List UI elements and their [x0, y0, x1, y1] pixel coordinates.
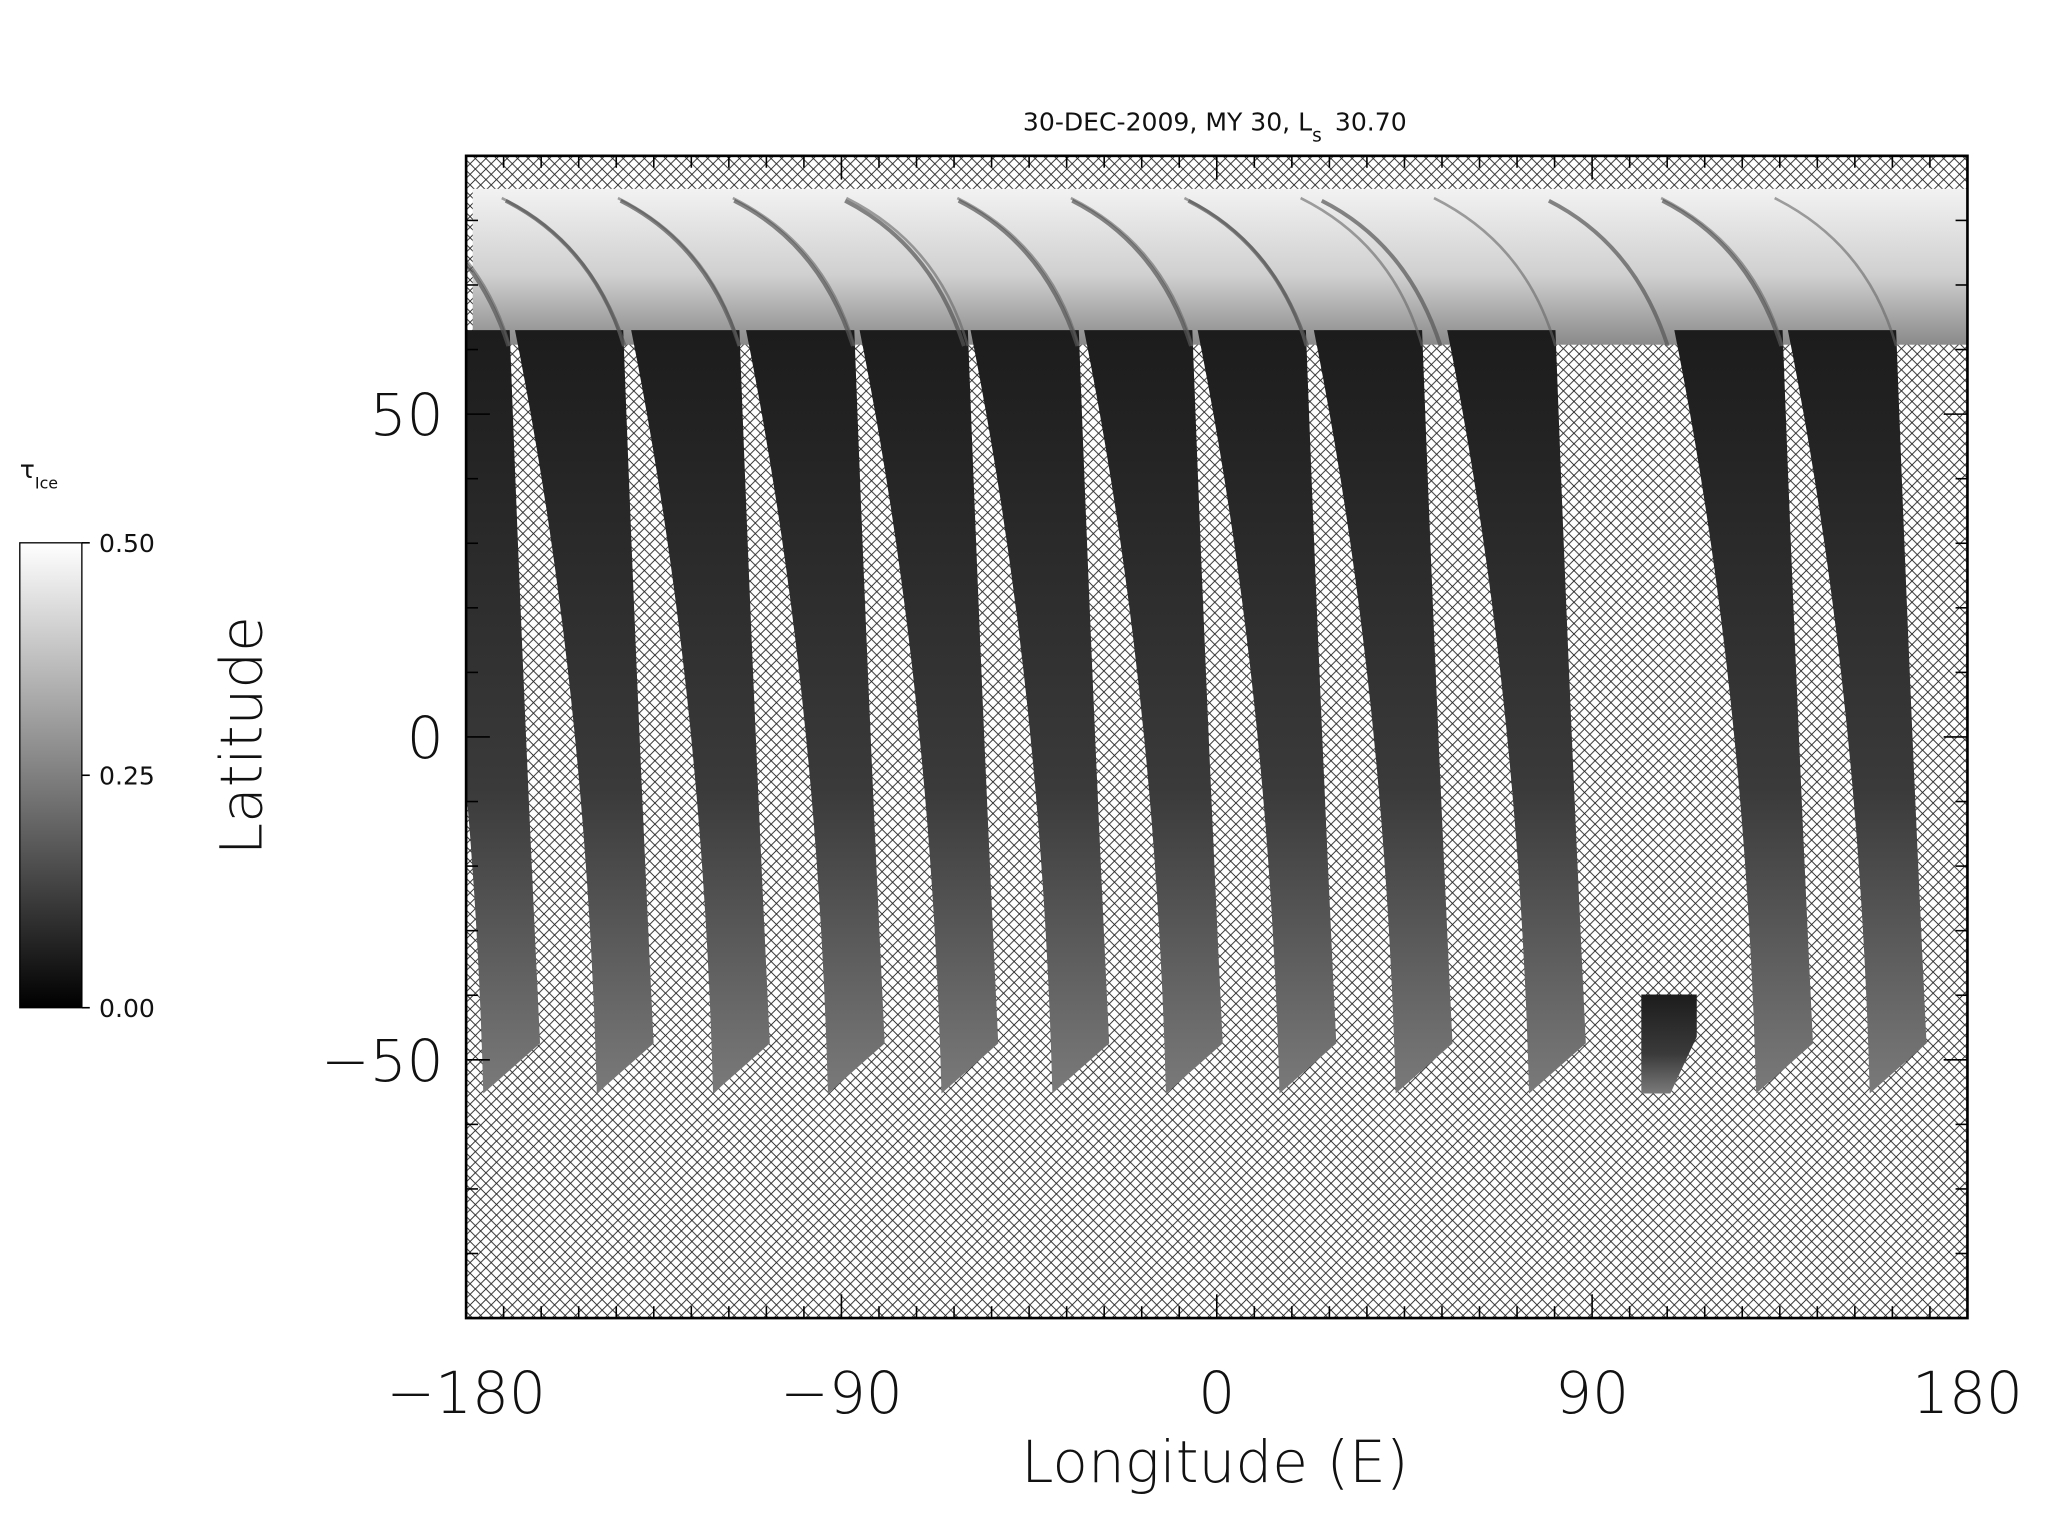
swath-arc	[276, 201, 395, 346]
swath-arc	[1547, 198, 1670, 347]
swath-arc	[733, 198, 855, 347]
swath	[859, 330, 999, 1094]
swath-patch	[1641, 994, 1697, 1094]
chart-title: 30-DEC-2009, MY 30, Ls 30.70	[1023, 108, 1407, 147]
swath	[466, 330, 541, 1094]
colorbar-tick-label: 0.25	[99, 762, 155, 791]
polar-band	[472, 188, 1968, 345]
swath-arc	[1320, 198, 1443, 347]
swath	[1674, 330, 1813, 1094]
swath-arc	[1433, 196, 1557, 347]
swath-arc	[619, 198, 742, 347]
swath-arc	[844, 198, 966, 347]
title-after: 30.70	[1335, 108, 1407, 137]
swath	[1084, 330, 1223, 1094]
title-sub: s	[1312, 125, 1322, 146]
colorbar-tick-label: 0.50	[99, 529, 155, 558]
swath-arc	[504, 198, 627, 347]
colorbar	[19, 542, 83, 1009]
y-axis-title: Latitude	[207, 616, 275, 855]
swath	[1787, 330, 1927, 1094]
colorbar-title: τIce	[20, 455, 58, 493]
colorbar-tick-label: 0.00	[99, 994, 155, 1023]
title-text: 30-DEC-2009, MY 30, L	[1023, 108, 1312, 137]
y-tick-label: 0	[407, 704, 444, 772]
swath	[631, 330, 770, 1094]
swath-arc	[1071, 198, 1193, 347]
x-tick-label: 90	[1555, 1359, 1629, 1427]
colorbar-title-sub: Ice	[35, 474, 58, 493]
colorbar-title-text: τ	[20, 455, 35, 484]
swath-arc	[1661, 198, 1784, 347]
swath-arc	[957, 198, 1080, 347]
swath-arc	[1300, 196, 1424, 347]
y-tick-label: −50	[321, 1027, 444, 1095]
swath	[1313, 330, 1453, 1094]
swath	[746, 330, 885, 1094]
x-axis-title: Longitude (E)	[1021, 1428, 1408, 1496]
swath	[970, 330, 1110, 1094]
swath	[1197, 330, 1337, 1094]
x-tick-label: −180	[386, 1359, 546, 1427]
swath	[514, 330, 654, 1094]
swath-arc	[1774, 196, 1898, 347]
swath-arc	[466, 260, 511, 347]
map-image	[276, 155, 1968, 1319]
swath-arc	[845, 196, 970, 347]
swath	[1447, 330, 1586, 1094]
swath-arc	[1187, 198, 1310, 347]
y-tick-label: 50	[370, 381, 444, 449]
x-tick-label: 180	[1912, 1359, 2023, 1427]
x-tick-label: −90	[780, 1359, 903, 1427]
x-tick-label: 0	[1198, 1359, 1235, 1427]
